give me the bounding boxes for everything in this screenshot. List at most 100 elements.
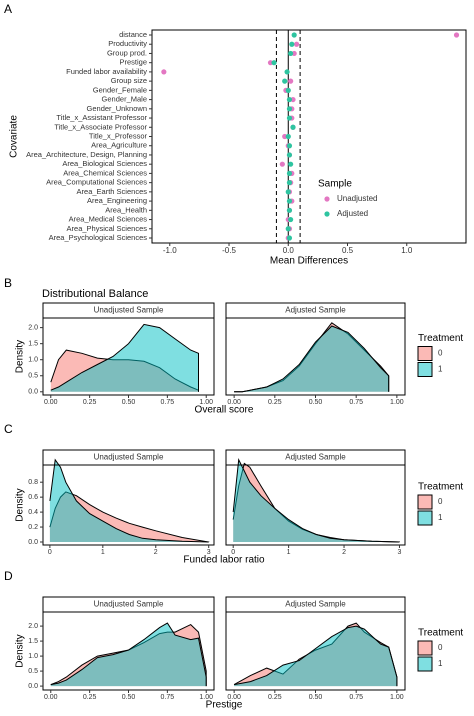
y-tick-label: Gender_Unknown [87,104,147,113]
density-area [49,459,209,543]
y-tick-label: Area_Medical Sciences [69,215,148,224]
point [271,60,277,66]
density-line [50,622,207,687]
legend-label: 1 [438,365,443,374]
legend-key [324,211,330,217]
x-tick-label: 1.00 [390,399,404,406]
legend-label: 1 [438,513,443,522]
point [286,115,293,121]
facet-title: Adjusted Sample [285,453,346,462]
x-tick-label: 0.50 [122,399,136,406]
density-line [50,323,199,392]
legend-label: 0 [438,497,443,506]
point [285,87,291,93]
density-line [234,625,398,687]
x-tick-label: 0.5 [342,246,354,255]
y-tick-label: 0.5 [28,668,38,675]
x-tick-label: 1.0 [401,246,413,255]
y-axis-title: Covariate [9,115,20,158]
y-tick-label: Title_x_Assistant Professor [56,113,147,122]
density-line [234,325,390,393]
point [285,226,291,232]
point [286,180,293,186]
y-tick-label: 0.5 [28,373,38,380]
plot-border [42,464,215,546]
x-axis-title: Funded labor ratio [183,555,265,566]
x-tick-label: 0.25 [83,694,97,701]
point [286,170,293,177]
legend-label: 0 [438,349,443,358]
y-tick-label: Gender_Female [93,85,147,94]
x-tick-label: 1 [101,549,105,556]
y-tick-label: 1.5 [28,341,38,348]
x-axis-title: Prestige [206,700,243,711]
point [286,235,293,241]
x-tick-label: 0.75 [161,694,175,701]
y-tick-label: 0.0 [28,389,38,396]
legend-label: 1 [438,659,443,668]
y-tick-label: Group size [111,76,147,85]
legend-title: Sample [318,179,352,190]
y-tick-label: Area_Physical Sciences [67,224,148,233]
x-tick-label: 0.00 [227,694,241,701]
legend-label: Adjusted [337,209,368,218]
y-tick-label: Area_Biological Sciences [62,159,147,168]
x-tick-label: 2 [342,549,346,556]
point [282,133,288,140]
point [293,41,300,47]
point [161,69,167,75]
y-tick-label: 1.0 [28,653,38,660]
legend-label: Unadjusted [337,194,377,203]
point [286,152,293,158]
point [285,189,291,195]
x-tick-label: 0.75 [161,399,175,406]
point [286,96,293,103]
density-area [234,626,397,687]
y-tick-label: 0.4 [28,509,38,516]
y-tick-label: 0.6 [28,494,38,501]
point [286,198,293,204]
x-tick-label: -0.5 [222,246,236,255]
facet-title: Unadjusted Sample [94,453,164,462]
point [291,32,297,38]
y-axis-title: Density [15,488,26,521]
y-tick-label: 2.0 [28,623,38,630]
y-tick-label: Gender_Male [102,95,147,104]
facet-title: Unadjusted Sample [94,306,164,315]
point [267,60,274,66]
x-tick-label: 0.75 [349,694,363,701]
x-tick-label: 0.50 [122,694,136,701]
point [279,161,285,167]
y-tick-label: 0.0 [28,683,38,690]
y-tick-label: Area_Health [105,205,147,214]
point [288,78,294,84]
x-tick-label: 1.00 [199,694,213,701]
density-area [233,459,400,543]
y-tick-label: 0.0 [28,539,38,546]
point [290,96,296,103]
x-tick-label: 3 [207,549,211,556]
y-tick-label: 1.5 [28,638,38,645]
plot-border [225,464,406,546]
y-tick-label: distance [119,30,147,39]
y-tick-label: Title_x_Associate Professor [54,122,147,131]
point [288,161,294,167]
density-area [234,326,389,392]
facet-title: Unadjusted Sample [94,600,164,609]
x-tick-label: 0.50 [309,694,323,701]
legend-key [417,346,433,361]
point [286,143,293,149]
y-tick-label: Area_Earth Sciences [77,187,148,196]
x-tick-label: 2 [154,549,158,556]
point [288,216,294,223]
x-tick-label: 0.50 [309,399,323,406]
y-tick-label: Area_Computational Sciences [46,178,147,187]
point [289,41,295,47]
y-axis-title: Density [15,634,26,667]
facet-title: Adjusted Sample [285,306,346,315]
panel-letter: B [4,276,12,290]
point [291,50,297,57]
y-tick-label: Area_Psychological Sciences [49,233,148,242]
x-tick-label: -1.0 [163,246,177,255]
